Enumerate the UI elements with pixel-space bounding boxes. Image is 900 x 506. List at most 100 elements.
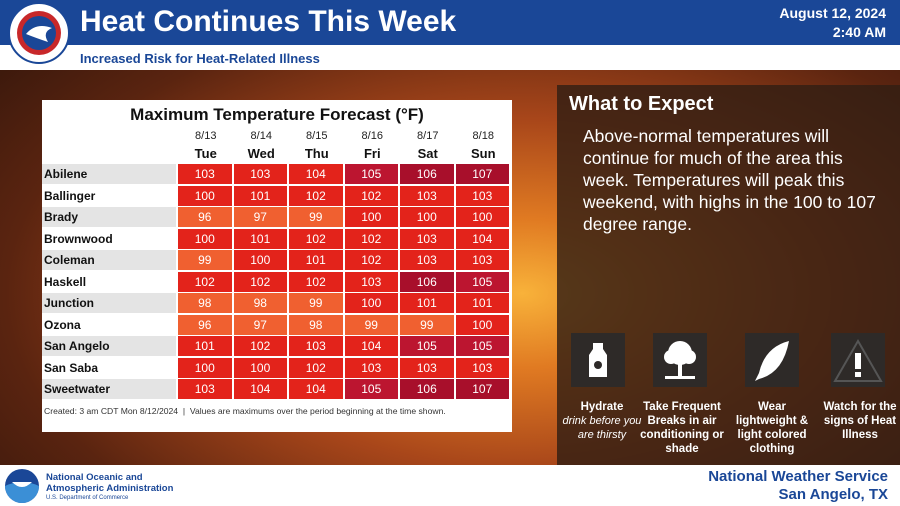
tip: Watch for the signs of Heat Illness xyxy=(815,400,900,442)
date-header: 8/15 xyxy=(306,130,328,142)
city: San Saba xyxy=(42,357,176,378)
temp-cell: 99 xyxy=(400,314,454,335)
tip-title: Hydrate xyxy=(580,401,624,413)
temp-cell: 100 xyxy=(344,293,398,313)
temp-cell: 103 xyxy=(289,336,343,356)
time: 2:40 AM xyxy=(832,24,886,40)
table-note: Created: 3 am CDT Mon 8/12/2024 | Values… xyxy=(44,406,446,416)
tip-title: Wear lightweight & light colored clothin… xyxy=(735,401,809,455)
temp-cell: 103 xyxy=(178,164,232,184)
temp-cell: 105 xyxy=(400,336,454,356)
office: National Weather Service xyxy=(708,468,888,485)
temp-cell: 102 xyxy=(289,271,343,292)
temp-cell: 100 xyxy=(233,250,287,270)
date-header: 8/16 xyxy=(361,130,383,142)
temp-cell: 102 xyxy=(233,336,287,356)
temp-cell: 101 xyxy=(233,228,287,249)
location: San Angelo, TX xyxy=(778,486,888,503)
title: Heat Continues This Week xyxy=(80,5,457,38)
city: Brownwood xyxy=(42,228,176,249)
city: Coleman xyxy=(42,250,176,270)
date-header: 8/14 xyxy=(250,130,272,142)
temp-cell: 102 xyxy=(344,250,398,270)
day-header: Tue xyxy=(194,146,217,161)
temp-cell: 105 xyxy=(455,336,509,356)
temp-cell: 100 xyxy=(455,314,509,335)
panel-heading: What to Expect xyxy=(569,93,714,115)
hydrate-icon xyxy=(571,333,625,387)
panel-body: Above-normal temperatures will continue … xyxy=(583,126,876,234)
temp-cell: 106 xyxy=(400,164,454,184)
tip-title: Take Frequent Breaks in air conditioning… xyxy=(640,401,724,455)
temp-cell: 99 xyxy=(344,314,398,335)
temp-cell: 101 xyxy=(400,293,454,313)
temp-cell: 105 xyxy=(344,379,398,399)
temp-cell: 100 xyxy=(178,185,232,206)
temp-cell: 97 xyxy=(233,207,287,227)
temp-cell: 104 xyxy=(233,379,287,399)
temp-cell: 101 xyxy=(178,336,232,356)
temp-cell: 102 xyxy=(289,228,343,249)
subtitle: Increased Risk for Heat-Related Illness xyxy=(80,51,320,66)
forecast-table: Maximum Temperature Forecast (°F) Create… xyxy=(42,100,512,432)
temp-cell: 101 xyxy=(455,293,509,313)
tip-detail: drink before you are thirsty xyxy=(562,415,642,441)
temp-cell: 106 xyxy=(400,271,454,292)
date-header: 8/13 xyxy=(195,130,217,142)
temp-cell: 105 xyxy=(455,271,509,292)
expect-panel: What to Expect Above-normal temperatures… xyxy=(557,85,900,465)
temp-cell: 107 xyxy=(455,379,509,399)
date: August 12, 2024 xyxy=(779,5,886,21)
city: Ozona xyxy=(42,314,176,335)
temp-cell: 102 xyxy=(233,271,287,292)
clothing-icon xyxy=(745,333,799,387)
day-header: Sun xyxy=(470,146,496,161)
agency: National Oceanic and Atmospheric Adminis… xyxy=(46,472,174,494)
date-header: 8/18 xyxy=(472,130,494,142)
temp-cell: 100 xyxy=(344,207,398,227)
header-bar xyxy=(0,0,900,45)
temp-cell: 102 xyxy=(289,357,343,378)
temp-cell: 104 xyxy=(455,228,509,249)
temp-cell: 99 xyxy=(289,207,343,227)
noaa-logo xyxy=(5,469,39,503)
temp-cell: 99 xyxy=(289,293,343,313)
tip-title: Watch for the signs of Heat Illness xyxy=(823,401,897,441)
temp-cell: 103 xyxy=(400,250,454,270)
city: Junction xyxy=(42,293,176,313)
tip: Hydrate drink before you are thirsty xyxy=(557,400,647,442)
day-header: Fri xyxy=(363,146,381,161)
temp-cell: 104 xyxy=(344,336,398,356)
table-title: Maximum Temperature Forecast (°F) xyxy=(130,105,424,124)
temp-cell: 103 xyxy=(344,271,398,292)
temp-cell: 103 xyxy=(178,379,232,399)
temp-cell: 101 xyxy=(289,250,343,270)
day-header: Sat xyxy=(417,146,438,161)
temp-cell: 100 xyxy=(178,357,232,378)
temp-cell: 102 xyxy=(289,185,343,206)
temp-cell: 103 xyxy=(400,185,454,206)
city: Haskell xyxy=(42,271,176,292)
temp-cell: 96 xyxy=(178,314,232,335)
temp-cell: 100 xyxy=(233,357,287,378)
warning-icon xyxy=(831,333,885,387)
day-header: Wed xyxy=(247,146,275,161)
subtitle-bar xyxy=(0,45,900,70)
temp-cell: 103 xyxy=(455,185,509,206)
shade-icon xyxy=(653,333,707,387)
temp-cell: 98 xyxy=(233,293,287,313)
tip: Take Frequent Breaks in air conditioning… xyxy=(637,400,727,456)
date-header: 8/17 xyxy=(417,130,439,142)
temp-cell: 100 xyxy=(455,207,509,227)
day-header: Thu xyxy=(304,146,329,161)
city: Abilene xyxy=(42,164,176,184)
temp-cell: 98 xyxy=(289,314,343,335)
temp-cell: 103 xyxy=(455,250,509,270)
city: San Angelo xyxy=(42,336,176,356)
temp-cell: 106 xyxy=(400,379,454,399)
temp-cell: 102 xyxy=(344,185,398,206)
temp-cell: 100 xyxy=(178,228,232,249)
department: U.S. Department of Commerce xyxy=(46,495,129,501)
temp-cell: 103 xyxy=(344,357,398,378)
